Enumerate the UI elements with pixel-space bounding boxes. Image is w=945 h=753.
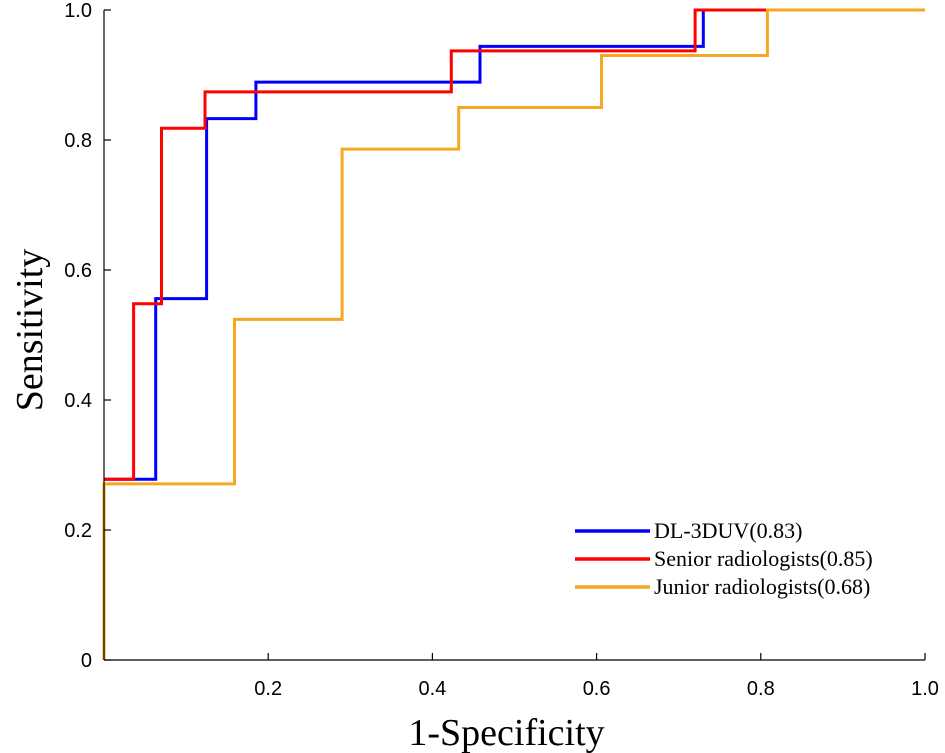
legend-label-1: DL-3DUV(0.83) — [654, 518, 802, 543]
x-tick-label: 0.4 — [418, 678, 446, 700]
y-tick-label: 1.0 — [64, 0, 92, 22]
x-tick-label: 0.6 — [583, 678, 611, 700]
x-tick-label: 1.0 — [911, 678, 939, 700]
y-axis-title: Sensitivity — [9, 249, 51, 412]
series-line-3 — [102, 8, 925, 660]
y-tick-label: 0.6 — [64, 260, 92, 282]
legend-label-3: Junior radiologists(0.68) — [654, 574, 870, 599]
x-tick-label: 0.8 — [747, 678, 775, 700]
y-tick-label: 0.2 — [64, 520, 92, 542]
legend: DL-3DUV(0.83) Senior radiologists(0.85) Ju… — [575, 518, 873, 599]
series-line-1 — [104, 10, 705, 481]
axes: 0 0.2 0.4 0.6 0.8 1.0 0.2 0.4 0.6 0.8 1.0 — [64, 0, 939, 700]
y-tick-label: 0.8 — [64, 130, 92, 152]
x-tick-label: 0.2 — [254, 678, 282, 700]
y-tick-label: 0.4 — [64, 390, 92, 412]
plot-area — [102, 8, 925, 660]
x-axis-title: 1-Specificity — [408, 712, 604, 753]
legend-label-2: Senior radiologists(0.85) — [654, 546, 873, 571]
series-line-2 — [104, 8, 769, 481]
y-tick-label: 0 — [81, 650, 92, 672]
